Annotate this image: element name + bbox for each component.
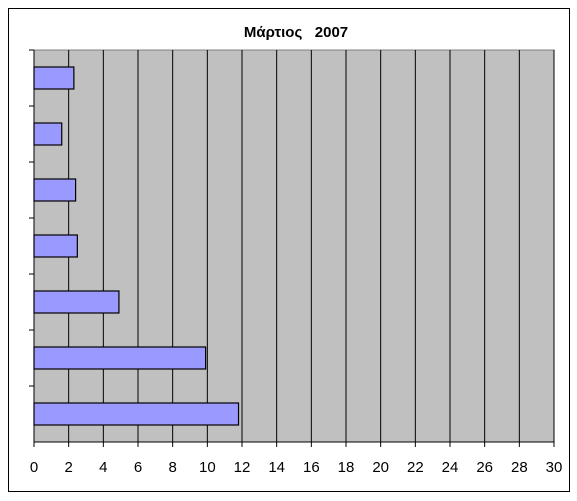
x-tick-label: 20 (372, 459, 389, 476)
x-tick-label: 2 (64, 459, 72, 476)
x-tick-label: 14 (268, 459, 285, 476)
x-tick-label: 4 (99, 459, 107, 476)
bar (33, 234, 78, 258)
x-tick-label: 0 (30, 459, 38, 476)
bar (33, 178, 77, 202)
x-tick-label: 24 (442, 459, 459, 476)
x-tick-label: 6 (134, 459, 142, 476)
x-tick-label: 12 (234, 459, 251, 476)
bar (33, 290, 120, 314)
chart-title: Μάρτιος 2007 (244, 24, 348, 41)
x-tick-label: 18 (338, 459, 355, 476)
x-tick-label: 22 (407, 459, 424, 476)
x-tick-label: 28 (511, 459, 528, 476)
bar (33, 122, 63, 146)
bar (33, 66, 75, 90)
plot-area (33, 49, 555, 443)
bar (33, 402, 240, 426)
x-tick-label: 30 (546, 459, 563, 476)
x-tick-label: 26 (476, 459, 493, 476)
x-tick-label: 8 (168, 459, 176, 476)
x-tick-label: 10 (199, 459, 216, 476)
bar (33, 346, 207, 370)
x-tick-label: 16 (303, 459, 320, 476)
